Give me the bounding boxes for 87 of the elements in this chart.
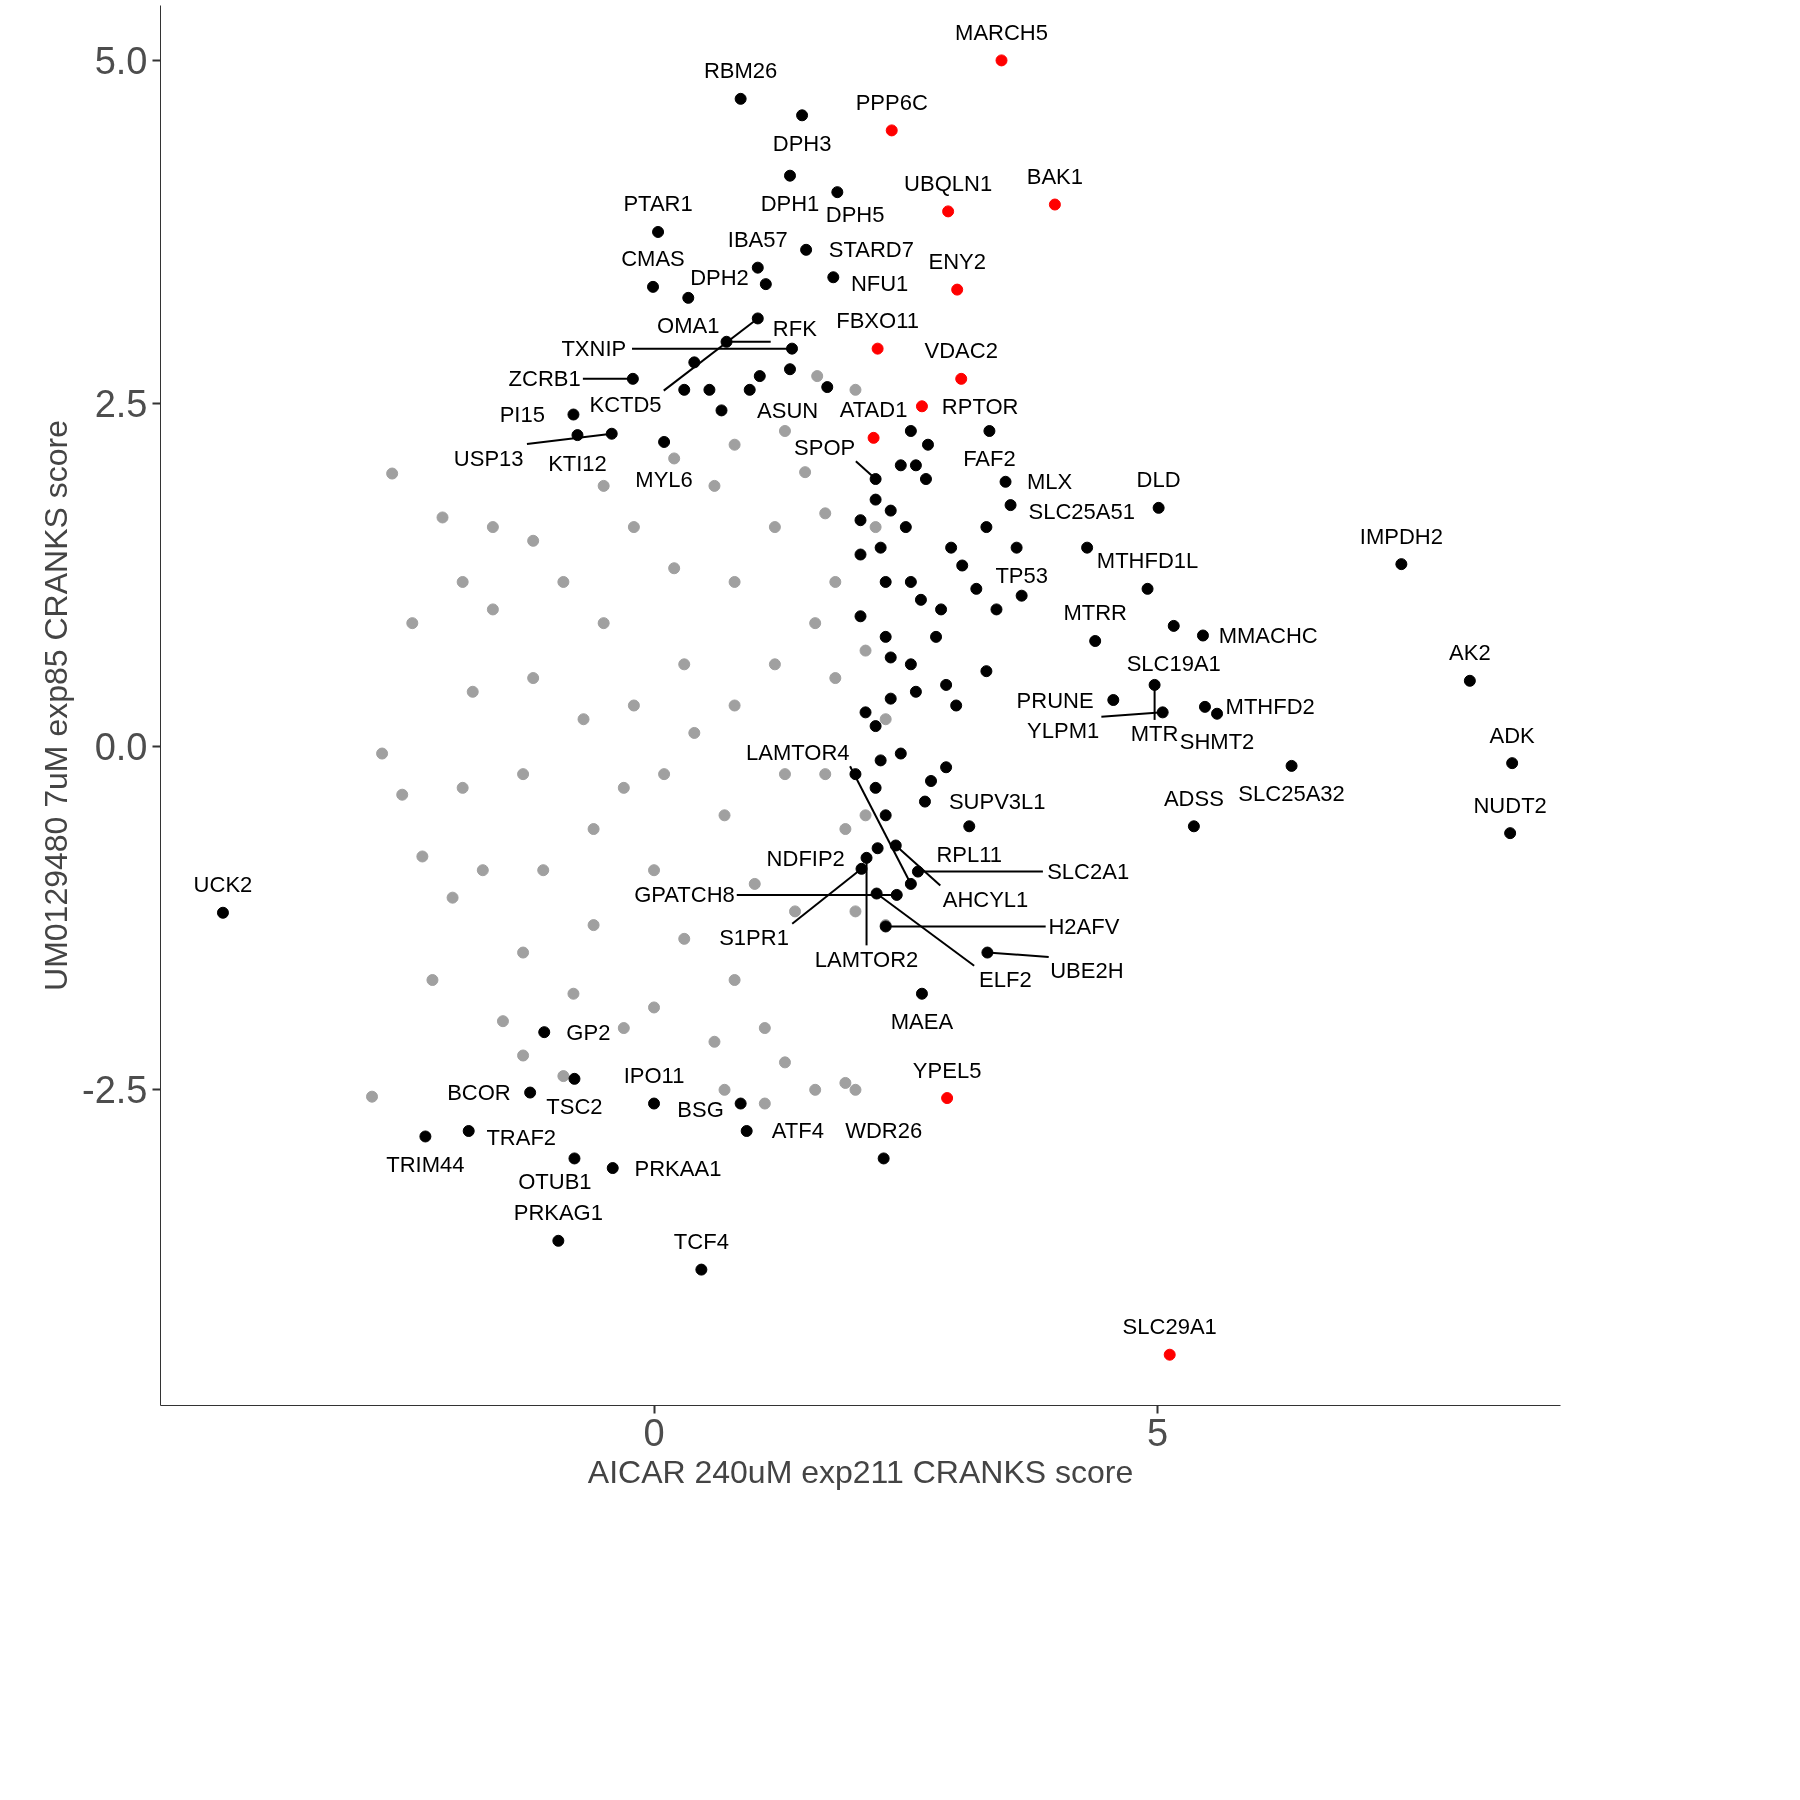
- annotation: TRIM44: [386, 1151, 465, 1177]
- annotation: MARCH5: [955, 19, 1048, 45]
- annotation: S1PR1: [719, 925, 789, 951]
- annotation: SLC19A1: [1126, 651, 1221, 677]
- annotation: USP13: [453, 445, 524, 471]
- annotation: OTUB1: [518, 1168, 592, 1194]
- x-tick-label: 0: [643, 1411, 665, 1454]
- annotation: MTHFD2: [1225, 694, 1315, 720]
- annotation: NUDT2: [1473, 792, 1547, 818]
- annotation: PRKAG1: [513, 1200, 603, 1226]
- annotation: SUPV3L1: [948, 789, 1046, 815]
- y-tick-label: 5.0: [94, 39, 148, 82]
- annotation: UBE2H: [1050, 958, 1124, 984]
- annotation: SLC25A51: [1028, 499, 1135, 525]
- annotation: BAK1: [1026, 164, 1084, 190]
- annotation: UCK2: [193, 872, 253, 898]
- annotation: ADSS: [1163, 785, 1224, 811]
- annotation: KCTD5: [589, 392, 662, 418]
- annotation: FBXO11: [836, 308, 919, 334]
- x-axis-title: AICAR 240uM exp211 CRANKS score: [587, 1453, 1134, 1490]
- annotation: ATF4: [771, 1118, 824, 1144]
- y-tick-label: 2.5: [94, 383, 148, 426]
- annotation: PRUNE: [1016, 687, 1094, 713]
- annotation: CMAS: [621, 246, 685, 272]
- annotation: NFU1: [850, 271, 909, 297]
- annotation: RFK: [772, 315, 818, 341]
- annotation: DLD: [1136, 467, 1181, 493]
- annotation: ASUN: [757, 398, 819, 424]
- annotation: TCF4: [673, 1229, 729, 1255]
- y-tick-label: -2.5: [82, 1069, 148, 1112]
- annotation: PPP6C: [855, 89, 928, 115]
- annotation: IMPDH2: [1359, 523, 1443, 549]
- annotation: KTI12: [548, 450, 607, 476]
- annotation: MTR: [1130, 721, 1179, 747]
- annotation: IPO11: [623, 1063, 685, 1089]
- annotation: MTRR: [1063, 600, 1127, 626]
- annotation: VDAC2: [924, 338, 998, 364]
- annotation: OMA1: [657, 313, 720, 339]
- annotation: TSC2: [546, 1094, 603, 1120]
- annotation: LAMTOR4: [746, 739, 850, 765]
- annotation: BCOR: [447, 1080, 511, 1106]
- annotation: WDR26: [845, 1117, 923, 1143]
- annotation: H2AFV: [1048, 913, 1120, 939]
- annotation: NDFIP2: [766, 845, 845, 871]
- annotation: IBA57: [727, 227, 788, 253]
- annotation: DPH2: [690, 265, 749, 291]
- annotation: AK2: [1449, 640, 1491, 666]
- annotation: MTHFD1L: [1096, 548, 1199, 574]
- annotation: DPH1: [760, 191, 820, 217]
- annotation: STARD7: [828, 237, 914, 263]
- annotation: SLC25A32: [1238, 781, 1345, 807]
- annotation: GPATCH8: [634, 882, 735, 908]
- annotation: RBM26: [703, 58, 778, 84]
- annotation: TXNIP: [561, 336, 627, 362]
- annotation: AHCYL1: [942, 887, 1029, 913]
- annotation: FAF2: [963, 446, 1016, 472]
- annotation: GP2: [566, 1019, 611, 1045]
- annotation: ENY2: [928, 249, 986, 275]
- annotation: DPH5: [825, 202, 885, 228]
- y-axis-title: UM0129480 7uM exp85 CRANKS score: [38, 420, 75, 991]
- annotation: ADK: [1489, 722, 1536, 748]
- annotation: PRKAA1: [634, 1155, 722, 1181]
- annotation: SPOP: [794, 434, 856, 460]
- annotation: ZCRB1: [508, 366, 581, 392]
- annotation: UBQLN1: [904, 170, 993, 196]
- annotation: SHMT2: [1179, 729, 1255, 755]
- annotation: RPL11: [936, 841, 1003, 867]
- annotation: RPTOR: [941, 393, 1019, 419]
- annotation: SLC29A1: [1122, 1314, 1217, 1340]
- annotation: MAEA: [890, 1009, 954, 1035]
- annotation: DPH3: [772, 130, 832, 156]
- annotation: YPEL5: [912, 1057, 982, 1083]
- annotation: MLX: [1027, 469, 1073, 495]
- annotation: BSG: [677, 1097, 724, 1123]
- annotation: YLPM1: [1027, 718, 1100, 744]
- annotation: ELF2: [979, 967, 1032, 993]
- annotation: PI15: [499, 402, 545, 428]
- annotation: MMACHC: [1218, 623, 1318, 648]
- annotation: PTAR1: [623, 191, 693, 217]
- annotation: TRAF2: [486, 1124, 557, 1150]
- annotation: ATAD1: [839, 397, 908, 423]
- annotation: MYL6: [635, 467, 693, 493]
- annotation: LAMTOR2: [814, 946, 919, 972]
- annotation: SLC2A1: [1047, 859, 1130, 885]
- x-tick-label: 5: [1147, 1411, 1169, 1454]
- annotation: TP53: [995, 562, 1048, 588]
- y-tick-label: 0.0: [94, 726, 148, 769]
